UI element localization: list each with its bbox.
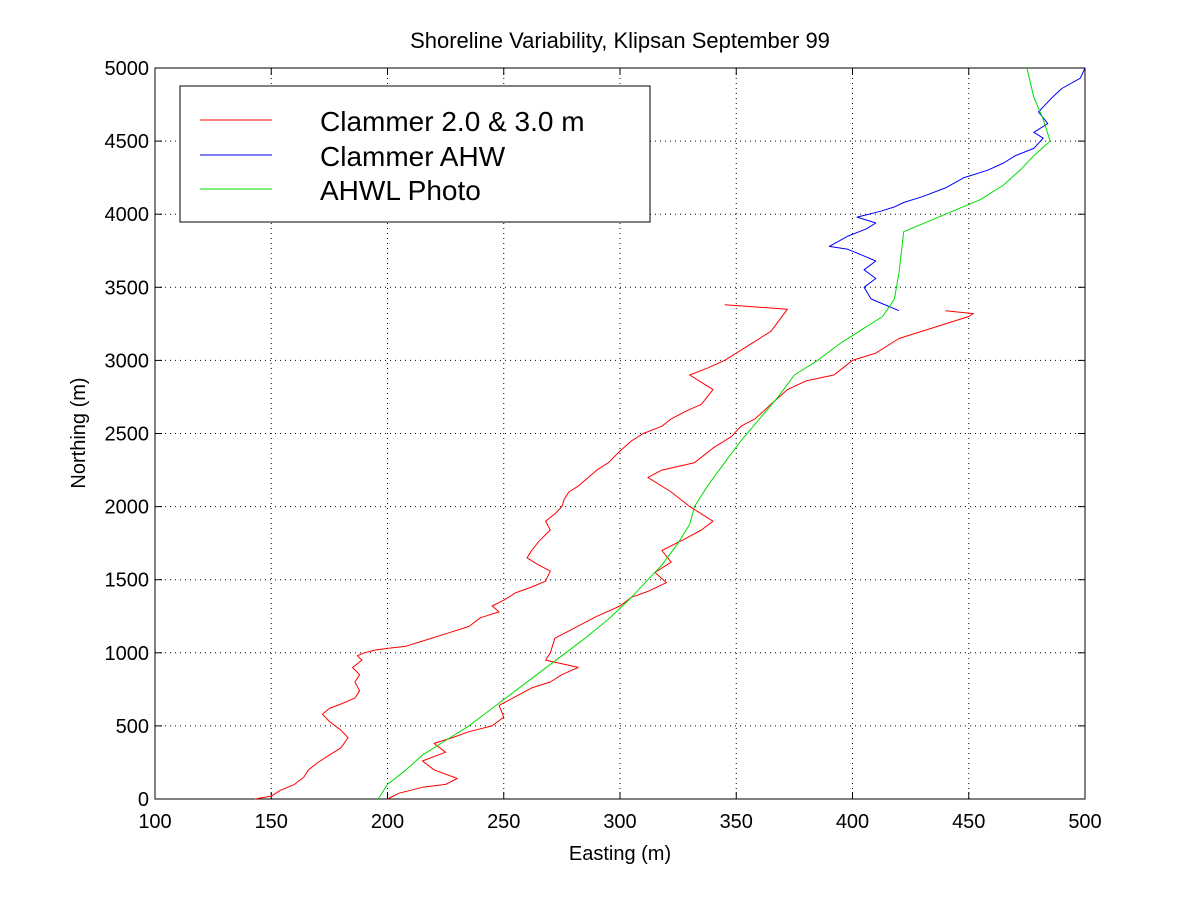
legend-label-ahwl-photo: AHWL Photo bbox=[320, 175, 481, 206]
x-axis-title: Easting (m) bbox=[569, 843, 671, 865]
x-tick-label: 250 bbox=[487, 811, 520, 833]
y-tick-label: 3000 bbox=[105, 350, 150, 372]
series-line-ahwl-photo-0 bbox=[377, 67, 1051, 800]
y-tick-label: 4500 bbox=[105, 131, 150, 153]
y-tick-label: 3500 bbox=[105, 277, 150, 299]
y-tick-label: 5000 bbox=[105, 58, 150, 80]
x-tick-label: 150 bbox=[255, 811, 288, 833]
x-tick-label: 100 bbox=[138, 811, 171, 833]
y-tick-label: 500 bbox=[116, 716, 149, 738]
y-tick-label: 4000 bbox=[105, 204, 150, 226]
x-tick-label: 400 bbox=[836, 811, 869, 833]
series-line-clammer-ahw-0 bbox=[828, 67, 1086, 312]
legend-box bbox=[179, 85, 651, 223]
y-tick-label: 2500 bbox=[105, 424, 150, 446]
y-tick-label: 0 bbox=[138, 789, 149, 811]
x-tick-label: 300 bbox=[603, 811, 636, 833]
x-tick-label: 200 bbox=[371, 811, 404, 833]
x-tick-label: 450 bbox=[952, 811, 985, 833]
legend: Clammer 2.0 & 3.0 m Clammer AHW AHWL Pho… bbox=[179, 85, 651, 223]
legend-label-clammer-2-3: Clammer 2.0 & 3.0 m bbox=[320, 106, 585, 137]
series-lines bbox=[254, 67, 1086, 800]
chart-title: Shoreline Variability, Klipsan September… bbox=[410, 28, 830, 53]
y-axis-title: Northing (m) bbox=[68, 377, 90, 488]
legend-label-clammer-ahw: Clammer AHW bbox=[320, 141, 506, 172]
y-tick-label: 1000 bbox=[105, 643, 150, 665]
y-tick-label: 2000 bbox=[105, 497, 150, 519]
y-tick-label: 1500 bbox=[105, 570, 150, 592]
series-line-clammer-2-3-0 bbox=[254, 304, 788, 800]
axis-ticks: 100 150 200 250 300 350 400 450 5000500100015002… bbox=[105, 58, 1102, 833]
x-tick-label: 350 bbox=[720, 811, 753, 833]
x-tick-label: 500 bbox=[1068, 811, 1101, 833]
